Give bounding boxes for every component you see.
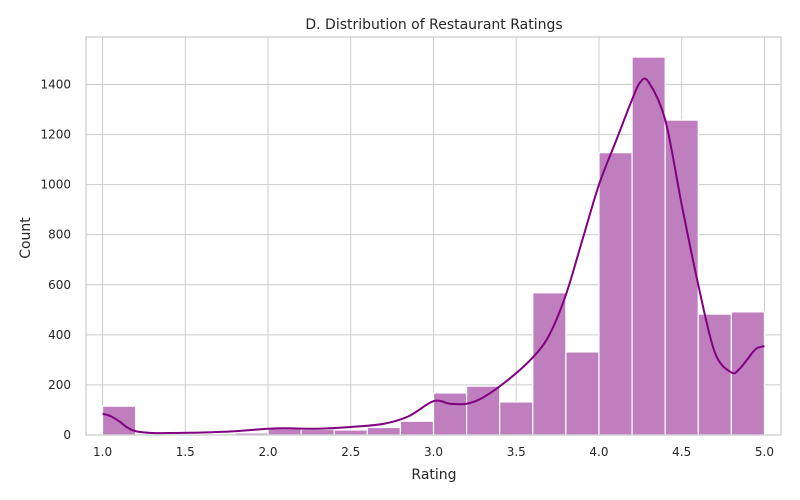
x-tick-label: 4.0 <box>589 445 608 459</box>
y-axis-label: Count <box>18 217 34 259</box>
chart-title: D. Distribution of Restaurant Ratings <box>305 17 562 33</box>
y-tick-labels: 0 200 400 600 800 1000 1200 1400 <box>40 78 71 442</box>
x-tick-label: 2.5 <box>341 445 360 459</box>
y-tick-label: 600 <box>48 278 71 292</box>
y-tick-label: 1000 <box>40 178 71 192</box>
y-tick-label: 200 <box>48 378 71 392</box>
kde-layer <box>102 77 765 435</box>
x-tick-label: 1.0 <box>93 445 112 459</box>
histogram-bar <box>664 119 699 436</box>
x-axis-label: Rating <box>411 467 456 483</box>
histogram-bar <box>432 392 468 436</box>
x-tick-labels: 1.0 1.5 2.0 2.5 3.0 3.5 4.0 4.5 5.0 <box>93 445 774 459</box>
histogram-bar <box>267 428 302 436</box>
x-tick-label: 1.5 <box>176 445 195 459</box>
histogram-bar <box>399 420 435 436</box>
histogram-bar <box>598 152 633 436</box>
y-tick-label: 800 <box>48 228 71 242</box>
x-tick-label: 2.0 <box>258 445 277 459</box>
histogram-bar <box>499 401 534 436</box>
plot-frame <box>85 36 782 436</box>
y-tick-label: 1200 <box>40 128 71 142</box>
histogram-bar <box>532 292 567 436</box>
y-tick-label: 400 <box>48 328 71 342</box>
histogram-bar <box>366 426 402 436</box>
histogram-bar <box>565 351 600 436</box>
histogram-bar <box>465 385 501 436</box>
x-tick-label: 3.5 <box>507 445 526 459</box>
y-tick-label: 1400 <box>40 78 71 92</box>
x-tick-label: 4.5 <box>672 445 691 459</box>
y-tick-label: 0 <box>63 428 71 442</box>
x-tick-label: 5.0 <box>755 445 774 459</box>
histogram-bar <box>697 313 732 436</box>
histogram-bar <box>300 428 335 436</box>
histogram-bar <box>631 56 666 436</box>
kde-curve <box>102 77 765 435</box>
histogram-bar <box>730 311 766 436</box>
x-tick-label: 3.0 <box>424 445 443 459</box>
histogram-bar <box>333 429 368 436</box>
